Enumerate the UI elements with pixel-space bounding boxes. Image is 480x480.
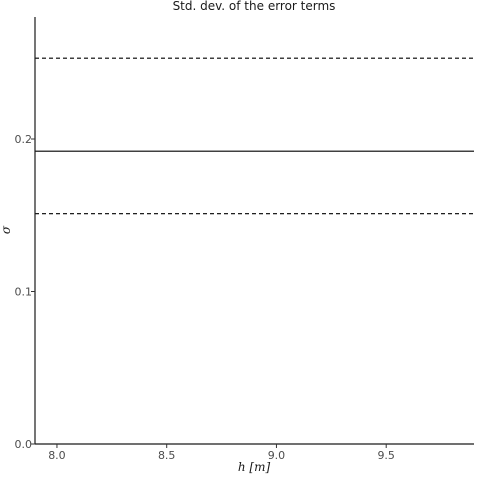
chart-title: Std. dev. of the error terms xyxy=(173,0,336,13)
y-tick-label: 0.1 xyxy=(15,286,33,299)
x-tick-label: 9.0 xyxy=(268,449,286,462)
series-layer xyxy=(35,57,474,215)
y-tick-label: 0.2 xyxy=(15,133,33,146)
x-axis-label: h [m] xyxy=(238,460,271,474)
ticks-layer: 8.0 8.5 9.0 9.5 0.0 0.1 0.2 xyxy=(15,133,395,462)
y-tick-label: 0.0 xyxy=(15,438,33,451)
x-tick-label: 9.5 xyxy=(377,449,395,462)
x-tick-label: 8.5 xyxy=(158,449,176,462)
x-tick-label: 8.0 xyxy=(48,449,66,462)
y-axis-label: σ xyxy=(0,225,13,234)
